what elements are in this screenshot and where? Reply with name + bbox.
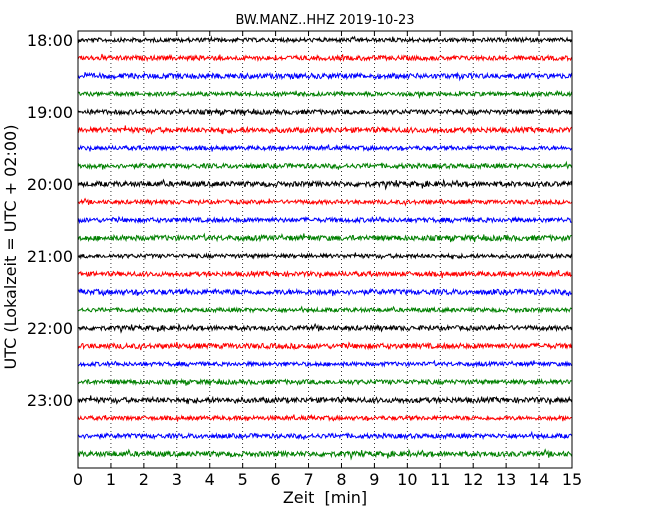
seismic-trace	[77, 252, 573, 260]
seismic-trace	[77, 413, 573, 422]
seismic-trace	[77, 305, 573, 314]
seismic-trace	[77, 107, 573, 117]
y-axis: 18:00 19:00 20:00 21:00 22:00 23:00	[27, 31, 572, 410]
x-tick-label: 4	[205, 470, 215, 489]
seismic-trace	[77, 322, 573, 334]
trace-group	[77, 35, 573, 461]
x-tick-label: 7	[303, 470, 313, 489]
x-tick-label: 13	[496, 470, 516, 489]
seismic-trace	[77, 448, 573, 461]
seismic-trace	[77, 377, 573, 386]
seismic-trace	[77, 125, 573, 135]
y-tick-label: 18:00	[27, 31, 73, 50]
seismic-trace	[77, 160, 573, 171]
x-tick-label: 10	[397, 470, 417, 489]
seismic-trace	[77, 359, 573, 368]
x-tick-label: 9	[369, 470, 379, 489]
y-axis-label: UTC (Lokalzeit = UTC + 02:00)	[1, 125, 20, 370]
seismic-trace	[77, 395, 573, 405]
seismic-trace	[77, 53, 573, 63]
seismic-trace	[77, 35, 573, 44]
y-tick-label: 21:00	[27, 247, 73, 266]
x-tick-label: 3	[172, 470, 182, 489]
x-tick-label: 12	[463, 470, 483, 489]
x-tick-label: 0	[73, 470, 83, 489]
seismic-trace	[77, 215, 573, 225]
x-axis-label: Zeit [min]	[283, 488, 367, 507]
x-axis: 0 1 2 3 4 5 6 7 8 9 10 11 12 13 14 15	[73, 31, 582, 489]
chart-title: BW.MANZ..HHZ 2019-10-23	[235, 13, 414, 28]
y-tick-label: 23:00	[27, 391, 73, 410]
x-tick-label: 15	[562, 470, 582, 489]
x-tick-label: 1	[106, 470, 116, 489]
seismic-trace	[77, 178, 573, 191]
seismic-trace	[77, 71, 573, 82]
seismic-trace	[77, 269, 573, 279]
x-tick-label: 14	[529, 470, 549, 489]
x-tick-label: 8	[336, 470, 346, 489]
seismic-trace	[77, 287, 573, 297]
plot-frame	[77, 30, 573, 469]
x-tick-label: 2	[139, 470, 149, 489]
x-tick-label: 6	[271, 470, 281, 489]
x-tick-label: 11	[430, 470, 450, 489]
seismic-trace	[77, 143, 573, 152]
seismic-trace	[77, 232, 573, 243]
y-tick-label: 20:00	[27, 175, 73, 194]
y-tick-label: 19:00	[27, 103, 73, 122]
seismic-trace	[77, 89, 573, 100]
x-tick-label: 5	[238, 470, 248, 489]
seismic-trace	[77, 197, 573, 207]
y-tick-label: 22:00	[27, 319, 73, 338]
seismic-trace	[77, 430, 573, 441]
grid-lines	[110, 31, 540, 468]
seismic-trace	[77, 341, 573, 351]
